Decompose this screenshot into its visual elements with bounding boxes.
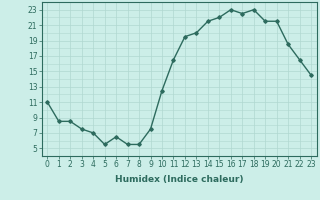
X-axis label: Humidex (Indice chaleur): Humidex (Indice chaleur) bbox=[115, 175, 244, 184]
